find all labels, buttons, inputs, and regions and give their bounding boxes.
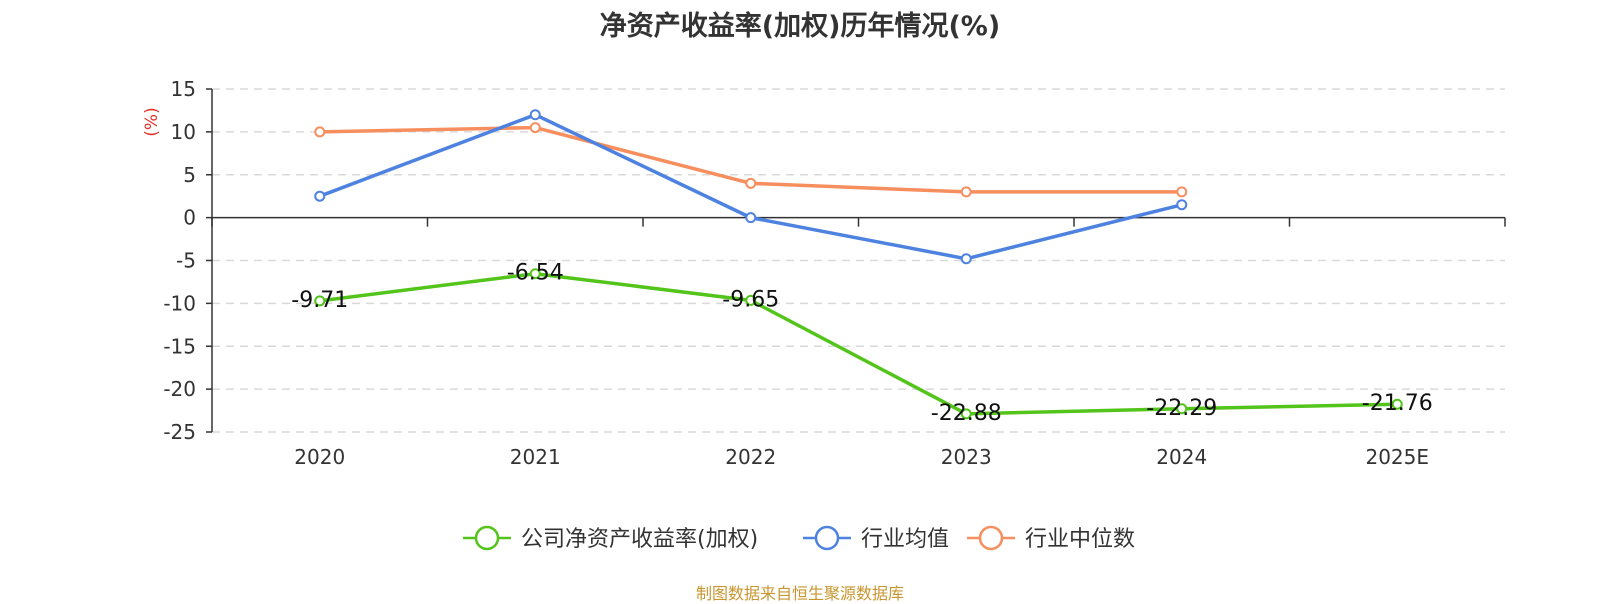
x-tick-label: 2022 [725, 445, 776, 469]
data-point [960, 186, 972, 198]
data-point [314, 295, 326, 307]
data-point [529, 122, 541, 134]
legend-label: 行业中位数 [1025, 527, 1135, 552]
data-point [960, 408, 972, 420]
legend-item: 行业中位数 [967, 525, 1135, 552]
grid-lines [212, 88, 1505, 433]
y-tick-label: 0 [183, 206, 196, 230]
data-point [1176, 199, 1188, 211]
chart-title: 净资产收益率(加权)历年情况(%) [599, 11, 1001, 42]
y-axis-label: (%) [142, 107, 162, 136]
data-point [745, 212, 757, 224]
x-tick-labels: 2020 2021 2022 2023 2024 2025E [294, 445, 1429, 469]
x-tick-label: 2025E [1365, 445, 1429, 469]
y-tick-labels: 15 10 5 0 -5 -10 -15 -20 -25 [163, 77, 196, 444]
x-tick-label: 2023 [941, 445, 992, 469]
y-tick-label: 5 [183, 163, 196, 187]
y-tick-label: -20 [163, 377, 196, 401]
data-point [745, 294, 757, 306]
data-label: -21.76 [1362, 391, 1433, 416]
data-point [960, 253, 972, 265]
x-tick-label: 2020 [294, 445, 345, 469]
data-label: -9.65 [722, 287, 779, 312]
data-point [1176, 403, 1188, 415]
legend-item: 公司净资产收益率(加权) [463, 525, 758, 552]
legend: 公司净资产收益率(加权) 行业均值 行业中位数 [463, 525, 1135, 552]
data-point [745, 177, 757, 189]
data-point [1176, 186, 1188, 198]
data-point [529, 268, 541, 280]
series-line [319, 271, 1398, 416]
data-labels: -9.71 -6.54 -9.65 -22.88 -22.29 -21.76 [291, 261, 1432, 426]
data-point [314, 190, 326, 202]
axes [206, 88, 1506, 433]
data-label: -6.54 [507, 261, 564, 286]
y-tick-label: 15 [171, 77, 196, 101]
legend-marker-icon [814, 525, 840, 551]
legend-item: 行业均值 [803, 525, 949, 552]
data-source-note: 制图数据来自恒生聚源数据库 [695, 584, 904, 603]
y-tick-label: -15 [163, 334, 196, 358]
y-tick-label: -5 [176, 249, 196, 273]
x-tick-label: 2021 [510, 445, 561, 469]
y-tick-label: 10 [171, 120, 196, 144]
data-label: -22.29 [1146, 396, 1217, 421]
legend-marker-icon [474, 525, 500, 551]
data-point [529, 109, 541, 121]
data-label: -22.88 [931, 401, 1002, 426]
data-point [314, 126, 326, 138]
y-tick-label: -10 [163, 291, 196, 315]
x-tick-label: 2024 [1156, 445, 1207, 469]
legend-label: 公司净资产收益率(加权) [521, 527, 758, 552]
data-label: -9.71 [291, 288, 348, 313]
y-tick-label: -25 [163, 420, 196, 444]
data-point [1391, 398, 1403, 410]
legend-label: 行业均值 [861, 527, 949, 552]
legend-marker-icon [978, 525, 1004, 551]
series-lines [314, 109, 1403, 420]
